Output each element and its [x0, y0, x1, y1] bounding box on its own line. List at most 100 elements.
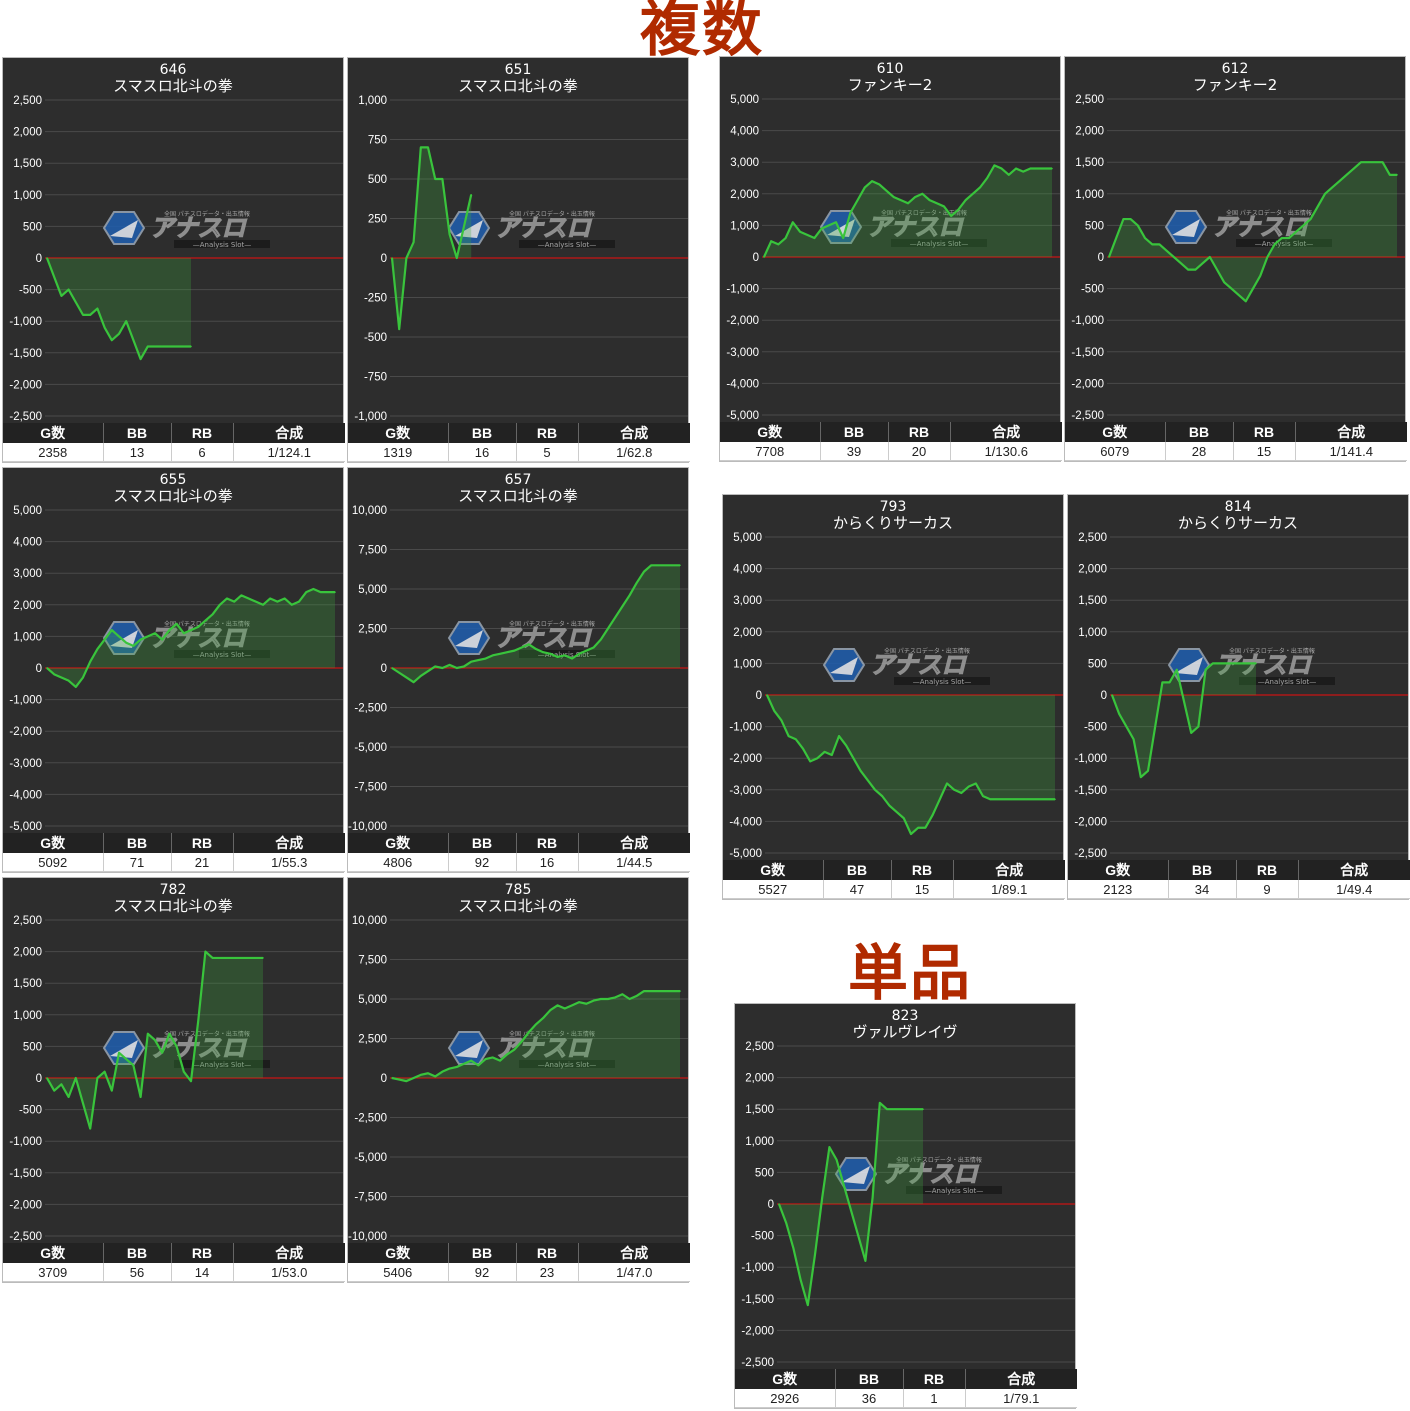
data-point — [247, 597, 250, 600]
y-tick-label: 2,500 — [1075, 94, 1104, 106]
data-point — [456, 667, 458, 669]
data-point — [993, 164, 996, 167]
machine-name: スマスロ北斗の拳 — [113, 487, 233, 505]
stat-value-games: 5406 — [348, 1263, 448, 1282]
data-point — [1018, 798, 1020, 801]
data-point — [806, 234, 808, 236]
data-point — [600, 998, 602, 1000]
data-point — [1118, 713, 1120, 715]
stat-value-bb: 36 — [834, 1389, 903, 1408]
data-point — [787, 735, 790, 737]
y-tick-label: 1,000 — [1078, 627, 1107, 639]
data-point — [1345, 174, 1348, 176]
y-tick-label: -1,500 — [9, 1168, 42, 1180]
data-point — [132, 645, 135, 647]
watermark-tagline: 全国 パチスロデータ・出玉情報 — [884, 647, 970, 655]
data-point — [441, 1070, 444, 1073]
data-point — [103, 1070, 106, 1073]
stat-header-bb: BB — [447, 423, 516, 443]
data-point — [1266, 256, 1269, 258]
y-tick-label: 1,000 — [13, 190, 42, 202]
data-point — [82, 676, 84, 679]
data-point — [643, 990, 645, 992]
y-tick-label: -2,000 — [726, 315, 759, 327]
data-point — [643, 570, 645, 573]
data-point — [161, 345, 163, 348]
data-point — [792, 1247, 795, 1250]
data-point — [75, 686, 77, 688]
data-point — [975, 782, 977, 785]
data-point — [1122, 218, 1125, 220]
data-point — [607, 998, 609, 1000]
data-point — [53, 1089, 55, 1092]
stat-value-bb: 71 — [102, 853, 171, 872]
machine-number: 657 — [504, 472, 532, 488]
data-point — [957, 208, 960, 211]
data-point — [1165, 249, 1168, 252]
data-point — [520, 646, 523, 649]
y-tick-label: 5,000 — [358, 994, 387, 1006]
data-point — [1381, 161, 1384, 163]
data-point — [823, 751, 826, 753]
data-point — [1259, 275, 1261, 277]
slump-graph: 2,500 2,000 1,500 1,000 500 0 -500 -1,000 -1,500… — [741, 1041, 1075, 1369]
data-point — [96, 648, 99, 650]
data-point — [513, 1048, 516, 1051]
machine-name: スマスロ北斗の拳 — [458, 77, 578, 95]
stat-value-games: 1319 — [348, 443, 448, 462]
series-area — [47, 258, 191, 360]
stat-header-games: G数 — [723, 860, 823, 880]
stats-table: G数 BB RB 合成 2358 13 6 1/124.1 — [3, 423, 345, 462]
stat-header-combined-ratio: 合成 — [577, 833, 690, 853]
watermark-subtitle: —Analysis Slot— — [913, 678, 971, 686]
y-tick-label: -2,500 — [9, 411, 42, 423]
data-point — [1161, 681, 1164, 684]
stat-header-bb: BB — [447, 833, 516, 853]
y-tick-label: 10,000 — [352, 915, 387, 927]
stat-header-bb: BB — [1167, 860, 1236, 880]
y-tick-label: 1,500 — [1075, 157, 1104, 169]
stat-value-bb: 16 — [447, 443, 516, 462]
stat-header-bb: BB — [834, 1369, 903, 1389]
slump-graph: 1,000 750 500 250 0 -250 -500 -750 -1,000 アナスロ全国 … — [354, 95, 688, 423]
y-tick-label: -2,000 — [9, 379, 42, 391]
data-point — [770, 240, 772, 242]
stat-header-games: G数 — [348, 423, 448, 443]
stat-header-bb: BB — [102, 833, 171, 853]
y-tick-label: 2,500 — [13, 95, 42, 107]
watermark-brand: アナスロ — [870, 651, 968, 679]
data-point — [816, 757, 819, 759]
data-point — [636, 995, 638, 997]
data-point — [190, 1080, 192, 1082]
data-point — [1309, 218, 1312, 220]
data-point — [470, 660, 472, 663]
data-point — [1216, 268, 1218, 271]
data-point — [795, 738, 797, 741]
stat-value-bb: 39 — [819, 442, 888, 461]
data-point — [67, 1096, 70, 1098]
data-point — [1144, 237, 1146, 239]
data-point — [578, 1001, 580, 1003]
y-tick-label: 500 — [755, 1167, 774, 1179]
stat-header-rb: RB — [887, 422, 950, 442]
data-point — [1209, 256, 1211, 258]
y-tick-label: 3,000 — [733, 595, 762, 607]
data-point — [1212, 662, 1214, 665]
stat-header-rb: RB — [170, 1243, 233, 1263]
data-point — [46, 1077, 48, 1079]
data-point — [856, 199, 859, 201]
y-tick-label: 1,000 — [745, 1136, 774, 1148]
data-point — [864, 186, 866, 189]
data-point — [427, 670, 429, 672]
data-point — [657, 990, 660, 992]
machine-name: ヴァルヴレイヴ — [852, 1023, 958, 1041]
stat-value-rb: 16 — [515, 853, 578, 872]
stats-table: G数 BB RB 合成 2123 34 9 1/49.4 — [1068, 860, 1410, 899]
data-point — [183, 345, 185, 348]
data-point — [477, 659, 480, 661]
data-point — [924, 826, 927, 829]
